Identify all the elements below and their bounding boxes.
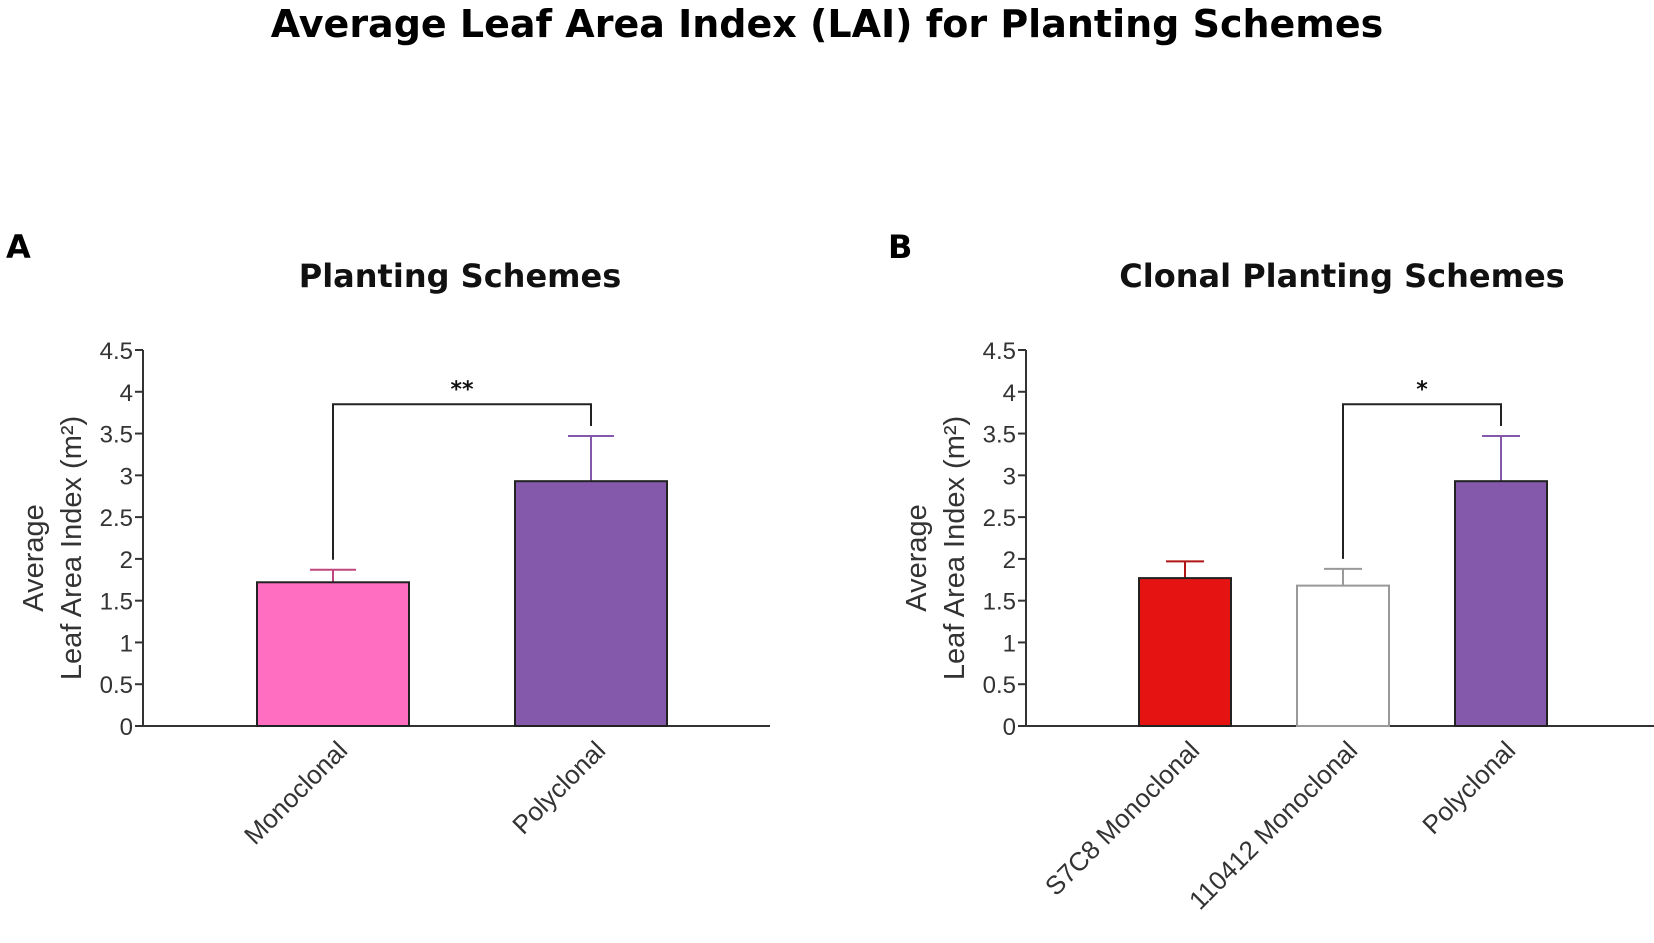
panel-b-significance-bracket <box>1342 403 1502 559</box>
panel-a-y-tick-label: 2.5 <box>100 505 133 532</box>
panel-b-y-axis-title-line2: Leaf Area Index (m²) <box>939 416 971 680</box>
panel-b-bar-polyclonal <box>1454 480 1548 727</box>
panel-a-bar-monoclonal <box>256 581 410 727</box>
panel-a-significance-label: ** <box>450 377 474 402</box>
panel-a-y-axis-title-line2: Leaf Area Index (m²) <box>56 416 88 680</box>
panel-a-y-tick-label: 3.5 <box>100 422 133 449</box>
panel-b-y-tick-label: 3.5 <box>983 422 1016 449</box>
panel-a-y-axis-title-line1: Average <box>18 504 50 612</box>
panel-b-y-tick-label: 4.5 <box>983 338 1016 365</box>
panel-b-y-tick-label: 2.5 <box>983 505 1016 532</box>
panel-b-y-tick-label: 0.5 <box>983 672 1016 699</box>
panel-b-y-tick-label: 0 <box>1003 714 1016 741</box>
panel-b-letter: B <box>888 228 912 266</box>
panel-b-category-label: Polyclonal <box>1416 735 1521 840</box>
panel-a-y-tick-label: 0.5 <box>100 672 133 699</box>
panel-b-bar-s7c8-monoclonal <box>1138 577 1232 728</box>
panel-b-y-tick-label: 4 <box>1003 380 1016 407</box>
panel-b-y-tick-label: 1.5 <box>983 589 1016 616</box>
panel-a-category-label: Monoclonal <box>238 735 353 850</box>
panel-a-category-label: Polyclonal <box>506 735 611 840</box>
panel-a-y-tick-label: 0 <box>120 714 133 741</box>
panel-b-title: Clonal Planting Schemes <box>1119 257 1564 295</box>
panel-b-significance-label: * <box>1416 377 1428 402</box>
panel-b-y-axis-title-line1: Average <box>901 504 933 612</box>
panel-b-category-label: 110412 Monoclonal <box>1183 735 1363 915</box>
panel-a-y-tick-label: 1 <box>120 630 133 657</box>
panel-b-y-tick-label: 1 <box>1003 630 1016 657</box>
panel-a-y-tick-label: 2 <box>120 547 133 574</box>
panel-a-y-tick-label: 1.5 <box>100 589 133 616</box>
panel-a-title: Planting Schemes <box>299 257 621 295</box>
panel-b-category-label: S7C8 Monoclonal <box>1039 735 1205 901</box>
panel-a-letter: A <box>6 228 31 266</box>
panel-b-y-tick-label: 3 <box>1003 463 1016 490</box>
panel-b-bar-110412-monoclonal <box>1296 584 1390 727</box>
panel-a-bar-polyclonal <box>514 480 668 727</box>
panel-a-significance-bracket <box>332 403 592 560</box>
panel-a-y-tick-label: 4.5 <box>100 338 133 365</box>
panel-a-y-tick-label: 4 <box>120 380 133 407</box>
panel-b-y-tick-label: 2 <box>1003 547 1016 574</box>
figure-title: Average Leaf Area Index (LAI) for Planti… <box>270 2 1384 46</box>
panel-a-y-tick-label: 3 <box>120 463 133 490</box>
